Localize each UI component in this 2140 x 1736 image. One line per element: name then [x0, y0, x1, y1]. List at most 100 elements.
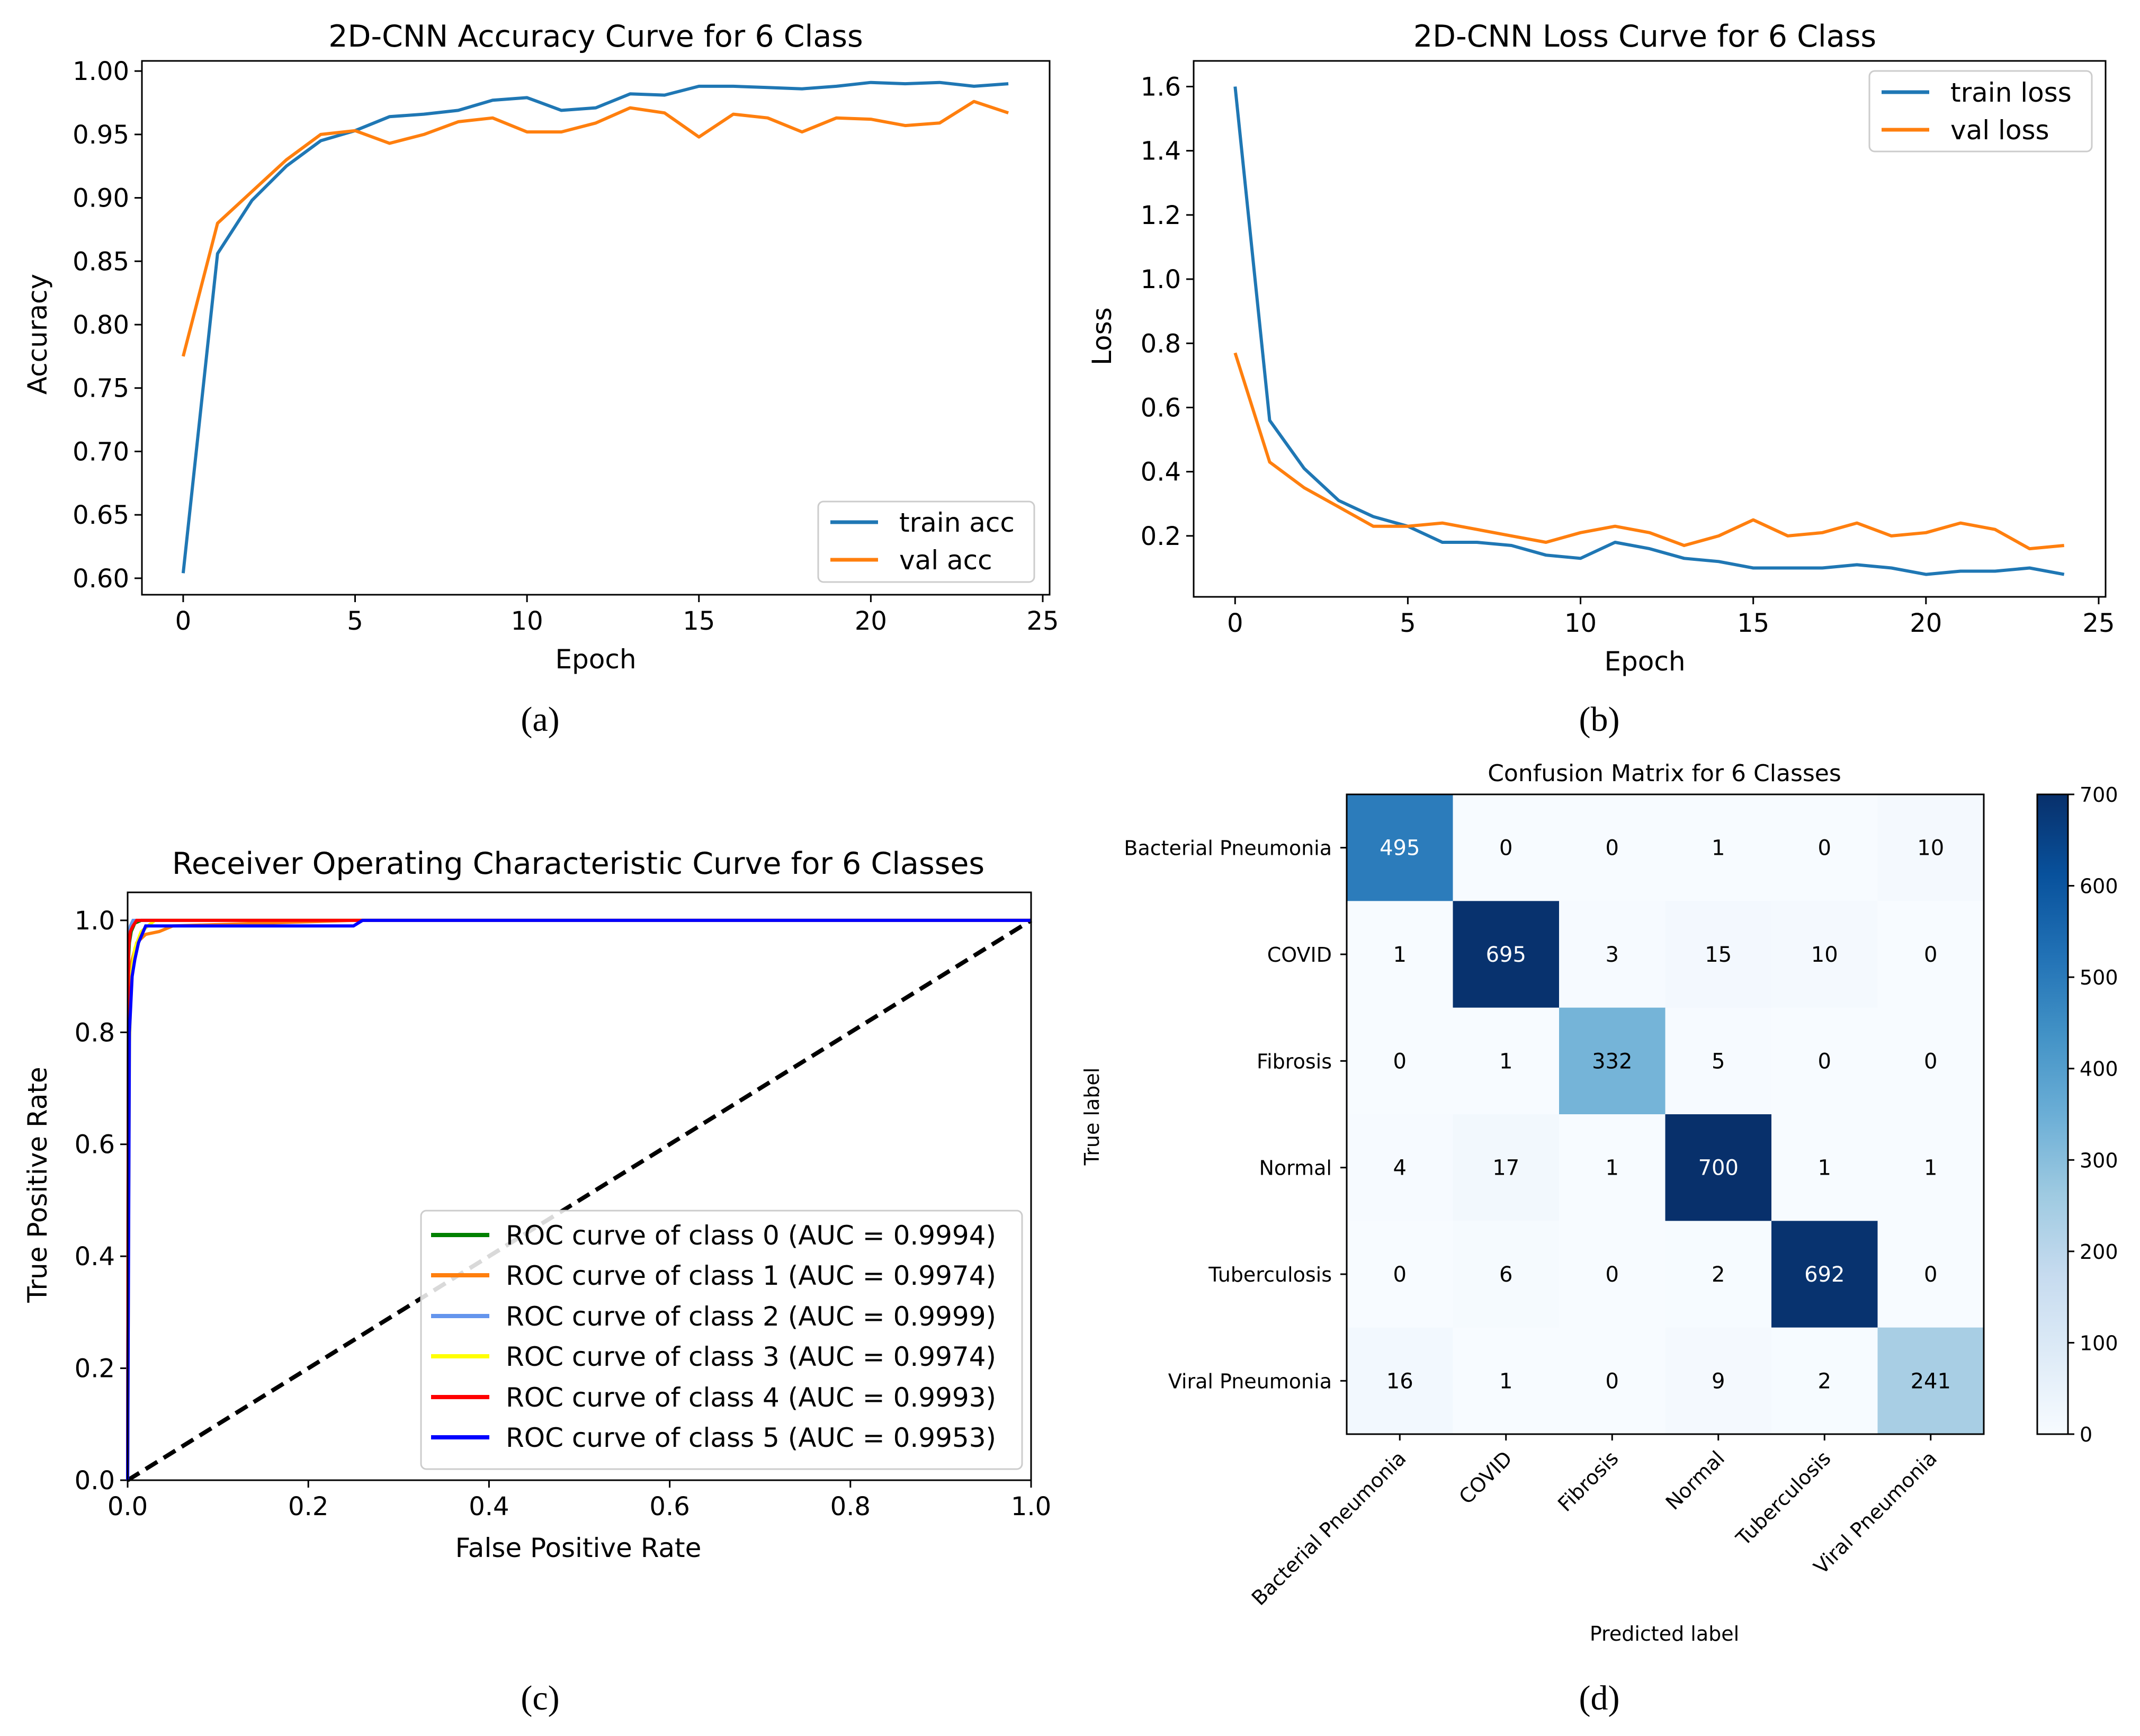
accuracy-chart-ytick-label: 0.65 — [73, 500, 129, 530]
loss-chart-lines — [1233, 86, 2065, 576]
accuracy-chart-xtick-label: 5 — [347, 606, 363, 636]
roc-chart-xtick-label: 0.2 — [288, 1492, 328, 1522]
roc-chart-xtick-label: 0.6 — [649, 1492, 690, 1522]
roc-chart-xtick-label: 0.4 — [469, 1492, 509, 1522]
roc-chart-ytick-label: 0.0 — [75, 1466, 115, 1496]
roc-chart-series-class-1 — [126, 918, 1031, 1481]
confusion-matrix-cell — [1347, 901, 1453, 1008]
confusion-matrix-value: 0 — [1606, 1263, 1619, 1287]
confusion-matrix-value: 16 — [1386, 1369, 1413, 1393]
colorbar-tick-label: 400 — [2080, 1058, 2118, 1081]
confusion-matrix-value: 692 — [1804, 1263, 1844, 1287]
accuracy-chart-ytick-label: 0.85 — [73, 247, 129, 276]
loss-chart-ytick-label: 1.6 — [1141, 72, 1181, 102]
loss-chart-xtick-label: 20 — [1910, 609, 1942, 638]
loss-chart-xtick-label: 10 — [1564, 609, 1597, 638]
confusion-matrix-value: 0 — [1924, 1049, 1937, 1073]
confusion-matrix-row-label: COVID — [1267, 943, 1332, 967]
panel-label-b: (b) — [1579, 700, 1620, 739]
confusion-matrix-cell — [1877, 1327, 1984, 1435]
accuracy-chart-xtick-label: 0 — [175, 606, 192, 636]
confusion-matrix-value: 0 — [1606, 1369, 1619, 1393]
accuracy-chart-ticks: 0 5 10 15 20 25 0.60 0.65 0.70 0.75 0.80 0.85 0.90 0.… — [73, 57, 1059, 636]
loss-chart-ytick-label: 1.2 — [1141, 201, 1181, 230]
accuracy-chart-panel: 2D-CNN Accuracy Curve for 6 Class Epoch … — [22, 19, 1059, 675]
roc-chart-xtick-label: 0.8 — [830, 1492, 871, 1522]
roc-chart-ytick-label: 0.6 — [75, 1130, 115, 1160]
confusion-matrix-value: 1 — [1499, 1049, 1512, 1073]
confusion-matrix-cell — [1347, 1114, 1453, 1221]
roc-chart-lines — [126, 918, 1033, 1482]
legend-label-val-loss: val loss — [1950, 115, 2049, 146]
accuracy-chart-lines — [181, 80, 1009, 574]
confusion-matrix-ylabel: True label — [1080, 1068, 1104, 1166]
confusion-matrix-value: 1 — [1499, 1369, 1512, 1393]
confusion-matrix-value: 241 — [1911, 1369, 1951, 1393]
roc-chart-diagonal — [126, 918, 1033, 1482]
accuracy-chart-ytick-label: 1.00 — [73, 57, 129, 86]
loss-chart-xtick-label: 15 — [1737, 609, 1769, 638]
confusion-matrix-cell — [1665, 901, 1772, 1008]
confusion-matrix-cell — [1665, 1221, 1772, 1328]
legend-label-train-loss: train loss — [1950, 77, 2072, 108]
confusion-matrix-value: 0 — [1393, 1049, 1407, 1073]
colorbar-tick-label: 300 — [2080, 1149, 2118, 1172]
legend-label-roc-class-3: ROC curve of class 3 (AUC = 0.9974) — [506, 1341, 996, 1372]
accuracy-chart-ytick-label: 0.90 — [73, 184, 129, 213]
accuracy-chart-xlabel: Epoch — [555, 644, 636, 675]
loss-chart-ylabel: Loss — [1087, 307, 1117, 365]
confusion-matrix-cell — [1771, 1221, 1878, 1328]
panel-label-d: (d) — [1579, 1679, 1620, 1717]
confusion-matrix-cell — [1665, 1327, 1772, 1435]
roc-chart-legend: ROC curve of class 0 (AUC = 0.9994) ROC … — [420, 1210, 1023, 1470]
accuracy-chart-ytick-label: 0.80 — [73, 310, 129, 340]
loss-chart-series-val-loss — [1233, 352, 2064, 551]
confusion-matrix-value: 6 — [1499, 1263, 1512, 1287]
confusion-matrix-value: 1 — [1818, 1156, 1831, 1180]
confusion-matrix-value: 2 — [1712, 1263, 1725, 1287]
roc-chart-frame — [127, 891, 1032, 1481]
confusion-matrix-cell — [1877, 901, 1984, 1008]
legend-label-roc-class-4: ROC curve of class 4 (AUC = 0.9993) — [506, 1382, 996, 1413]
roc-chart-xtick-label: 0.0 — [108, 1492, 148, 1522]
confusion-matrix-cell — [1665, 1007, 1772, 1115]
accuracy-chart-xtick-label: 25 — [1026, 606, 1059, 636]
confusion-matrix-cell — [1559, 901, 1666, 1008]
confusion-matrix-cell — [1453, 1007, 1560, 1115]
confusion-matrix-cell — [1771, 794, 1878, 901]
confusion-matrix-value: 3 — [1606, 943, 1619, 967]
accuracy-chart-series-train-acc — [181, 80, 1009, 574]
loss-chart-title: 2D-CNN Loss Curve for 6 Class — [1413, 19, 1876, 54]
confusion-matrix-value: 1 — [1606, 1156, 1619, 1180]
loss-chart-xtick-label: 5 — [1400, 609, 1416, 638]
confusion-matrix-value: 5 — [1712, 1049, 1725, 1073]
loss-chart-ytick-label: 0.8 — [1141, 329, 1181, 359]
confusion-matrix-value: 10 — [1811, 943, 1838, 967]
confusion-matrix-value: 0 — [1818, 836, 1831, 861]
loss-chart-ticks: 0 5 10 15 20 25 0.2 0.4 0.6 0.8 1.0 1.2 1.4 1.6 — [1141, 72, 2115, 638]
legend-label-roc-class-2: ROC curve of class 2 (AUC = 0.9999) — [506, 1301, 996, 1332]
confusion-matrix-cell — [1453, 794, 1560, 901]
confusion-matrix-cell — [1453, 1221, 1560, 1328]
loss-chart-ytick-label: 1.4 — [1141, 137, 1181, 166]
confusion-matrix-cell — [1453, 1327, 1560, 1435]
roc-chart-xlabel: False Positive Rate — [455, 1533, 702, 1563]
confusion-matrix-cell — [1559, 1327, 1666, 1435]
legend-label-roc-class-5: ROC curve of class 5 (AUC = 0.9953) — [506, 1422, 996, 1453]
accuracy-chart-frame — [141, 60, 1051, 596]
colorbar-tick-label: 700 — [2080, 783, 2118, 807]
confusion-matrix-value: 4 — [1393, 1156, 1407, 1180]
colorbar-ticks: 0 100 200 300 400 500 600 700 — [2068, 783, 2118, 1446]
loss-chart-ytick-label: 0.6 — [1141, 393, 1181, 423]
roc-chart-ylabel: True Positive Rate — [22, 1067, 53, 1303]
confusion-matrix-cell — [1665, 1114, 1772, 1221]
confusion-matrix-cell — [1771, 1327, 1878, 1435]
confusion-matrix-value: 2 — [1818, 1369, 1831, 1393]
confusion-matrix-value: 17 — [1492, 1156, 1519, 1180]
confusion-matrix-cell — [1559, 1007, 1666, 1115]
loss-chart-ytick-label: 0.4 — [1141, 458, 1181, 487]
confusion-matrix-value: 1 — [1712, 836, 1725, 861]
accuracy-chart-ytick-label: 0.75 — [73, 374, 129, 404]
confusion-matrix-value: 1 — [1393, 943, 1407, 967]
confusion-matrix-cell — [1347, 794, 1453, 901]
